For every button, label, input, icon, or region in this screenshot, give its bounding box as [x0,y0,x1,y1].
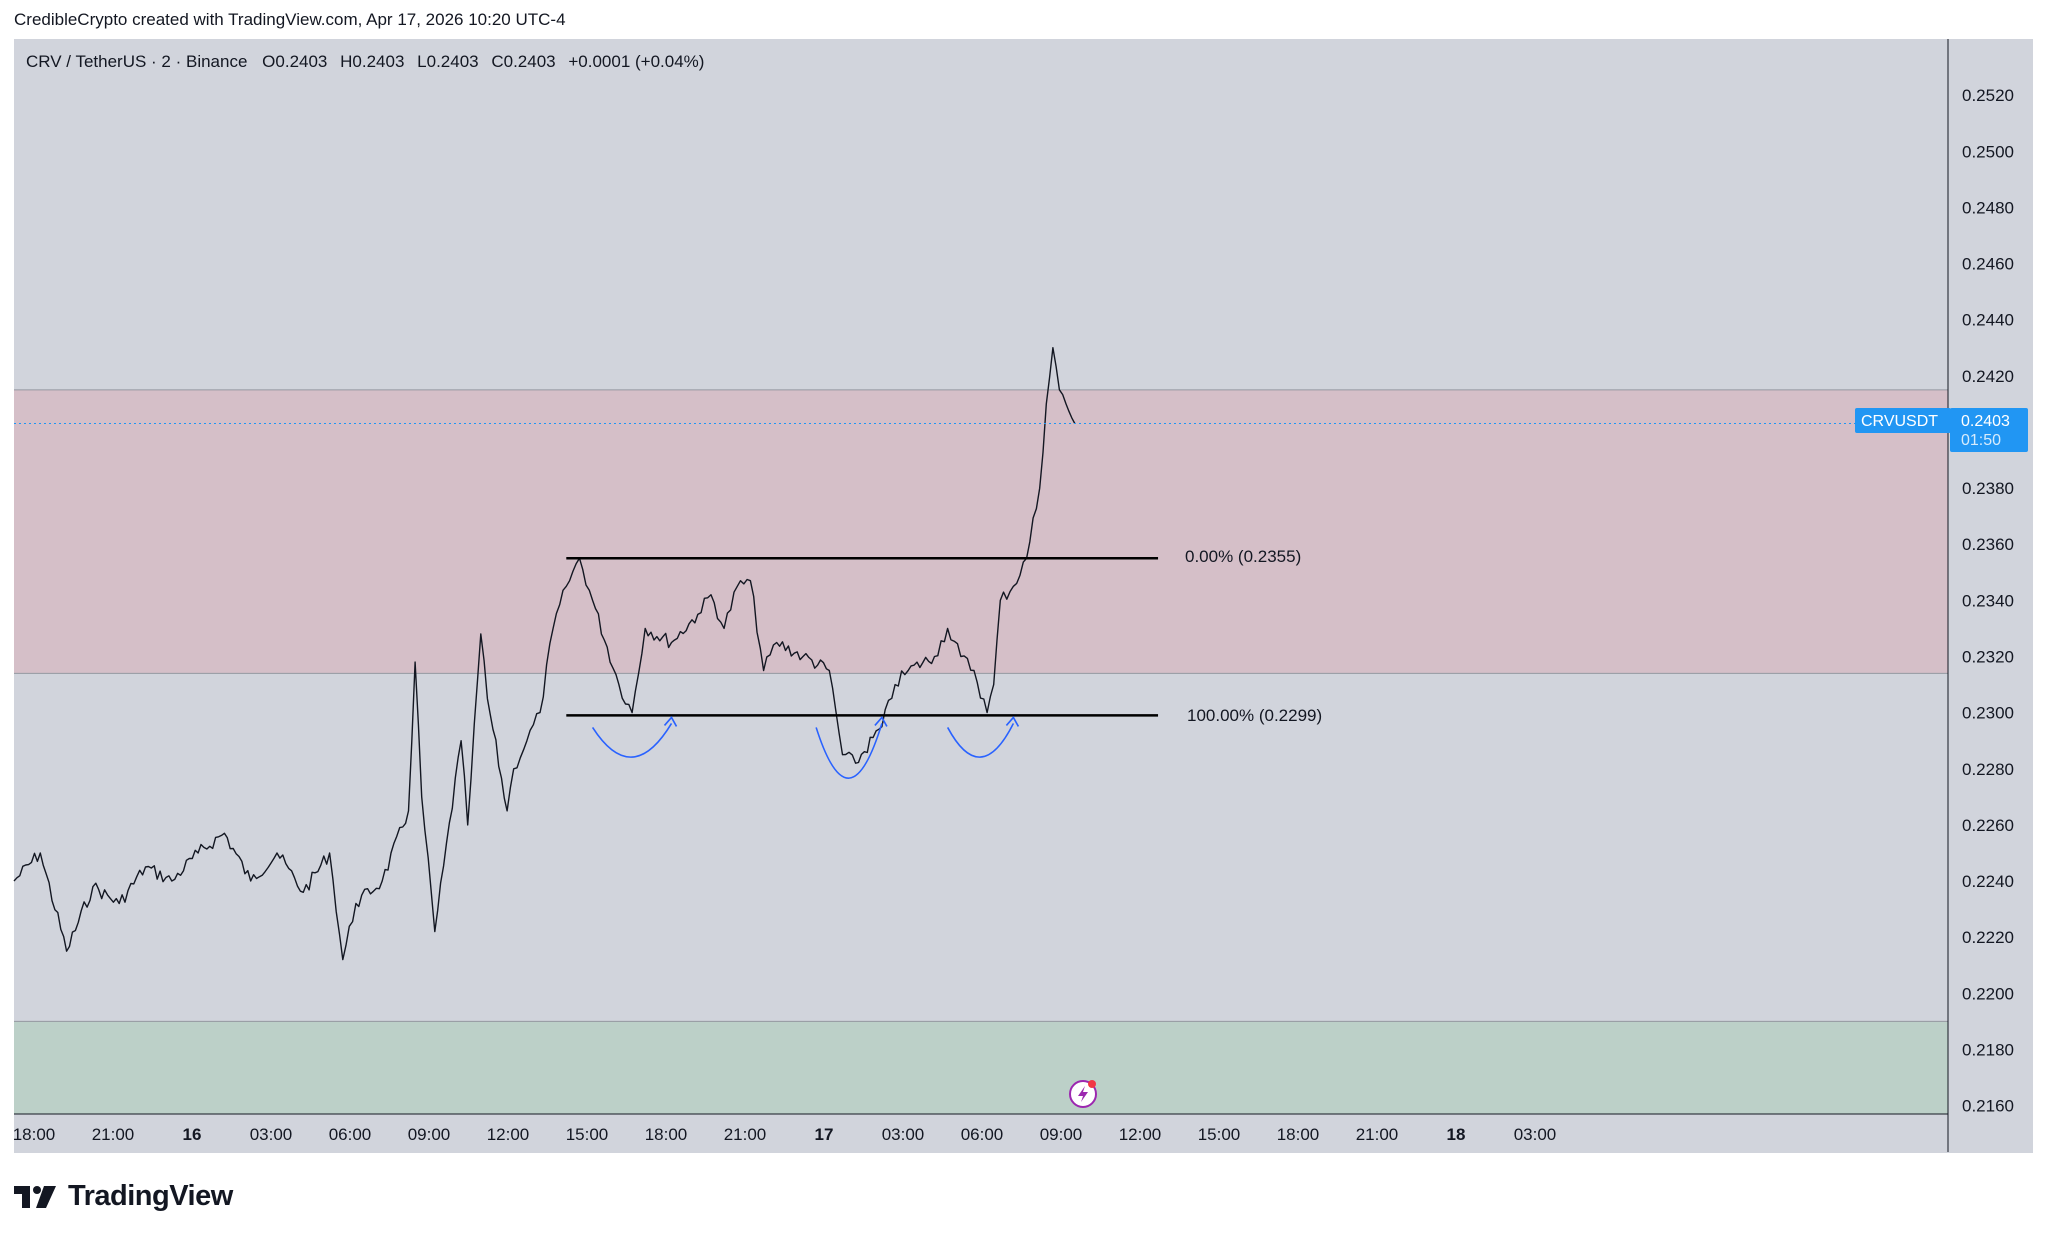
price-tag: CRVUSDT 0.2403 01:50 [1855,408,2028,452]
x-tick-label: 06:00 [329,1125,372,1144]
chart-credit: CredibleCrypto created with TradingView.… [14,10,566,29]
x-tick-label: 12:00 [1119,1125,1162,1144]
y-tick-label: 0.2460 [1962,255,2014,274]
y-tick-label: 0.2520 [1962,86,2014,105]
tradingview-logo: TradingView [14,1180,233,1213]
x-tick-label: 09:00 [408,1125,451,1144]
x-tick-label: 21:00 [92,1125,135,1144]
legend-close-value: 0.2403 [504,52,556,71]
x-tick-label: 18:00 [1277,1125,1320,1144]
bounce-curve-1 [815,723,883,779]
legend-open-value: 0.2403 [275,52,327,71]
x-tick-label: 18:00 [645,1125,688,1144]
x-tick-label: 03:00 [1514,1125,1557,1144]
demand-zone [14,1021,1948,1114]
y-tick-label: 0.2220 [1962,928,2014,947]
y-tick-label: 0.2300 [1962,704,2014,723]
bounce-curve-2 [946,723,1015,758]
x-tick-label: 21:00 [724,1125,767,1144]
y-tick-label: 0.2360 [1962,535,2014,554]
y-tick-label: 0.2320 [1962,647,2014,666]
y-tick-label: 0.2280 [1962,760,2014,779]
series-layer [13,347,1948,961]
x-tick-label: 18 [1447,1125,1466,1144]
legend-low-value: 0.2403 [427,52,479,71]
legend-high-label: H [340,52,352,71]
symbol-legend: CRV / TetherUS · 2 · Binance O0.2403 H0.… [26,52,704,71]
x-tick-label: 15:00 [566,1125,609,1144]
fib-bottom-label: 100.00% (0.2299) [1187,706,1322,725]
y-tick-label: 0.2160 [1962,1097,2014,1116]
legend-change: +0.0001 (+0.04%) [568,52,704,71]
x-tick-label: 06:00 [961,1125,1004,1144]
price-series-line [13,347,1076,961]
legend-symbol: CRV / TetherUS · 2 · Binance [26,52,247,71]
x-tick-label: 03:00 [882,1125,925,1144]
bounce-arrow-0 [663,716,678,727]
x-tick-label: 03:00 [250,1125,293,1144]
x-tick-label: 21:00 [1356,1125,1399,1144]
y-tick-label: 0.2200 [1962,984,2014,1003]
bounce-curve-0 [591,723,673,758]
y-tick-label: 0.2340 [1962,591,2014,610]
supply-zone [14,389,1948,674]
legend-low-label: L [417,52,426,71]
bounce-arrow-2 [1005,716,1020,727]
legend-high-value: 0.2403 [352,52,404,71]
x-tick-label: 18:00 [13,1125,56,1144]
y-tick-label: 0.2380 [1962,479,2014,498]
price-tag-value: 0.2403 [1961,413,2010,430]
symbol-tag-bg [1855,408,1951,433]
y-tick-label: 0.2420 [1962,367,2014,386]
x-tick-label: 15:00 [1198,1125,1241,1144]
y-tick-label: 0.2500 [1962,142,2014,161]
y-tick-label: 0.2440 [1962,311,2014,330]
fib-layer [566,557,1159,779]
bounce-arrow-1 [874,716,888,727]
fib-labels: 0.00% (0.2355) 100.00% (0.2299) [1185,547,1322,725]
brand-name: TradingView [68,1180,233,1212]
x-tick-label: 17 [815,1125,834,1144]
price-tag-countdown: 01:50 [1961,432,2001,449]
symbol-tag-text: CRVUSDT [1861,413,1938,430]
price-axis-bg [1948,39,2033,1114]
x-tick-label: 16 [183,1125,202,1144]
y-tick-label: 0.2180 [1962,1040,2014,1059]
x-tick-label: 09:00 [1040,1125,1083,1144]
price-tag-bg [1950,408,2028,452]
y-tick-label: 0.2260 [1962,816,2014,835]
lightning-icon[interactable] [1069,1080,1097,1108]
x-tick-label: 12:00 [487,1125,530,1144]
y-tick-label: 0.2240 [1962,872,2014,891]
legend-open-label: O [262,52,275,71]
fib-top-label: 0.00% (0.2355) [1185,547,1301,566]
axis-layer: 0.2160 0.2180 0.2200 0.2220 0.2240 0.2260 0.22… [13,39,2033,1152]
y-tick-label: 0.2480 [1962,198,2014,217]
zones-layer [14,389,1948,1115]
legend-close-label: C [491,52,503,71]
tradingview-mark-icon [14,1185,56,1208]
